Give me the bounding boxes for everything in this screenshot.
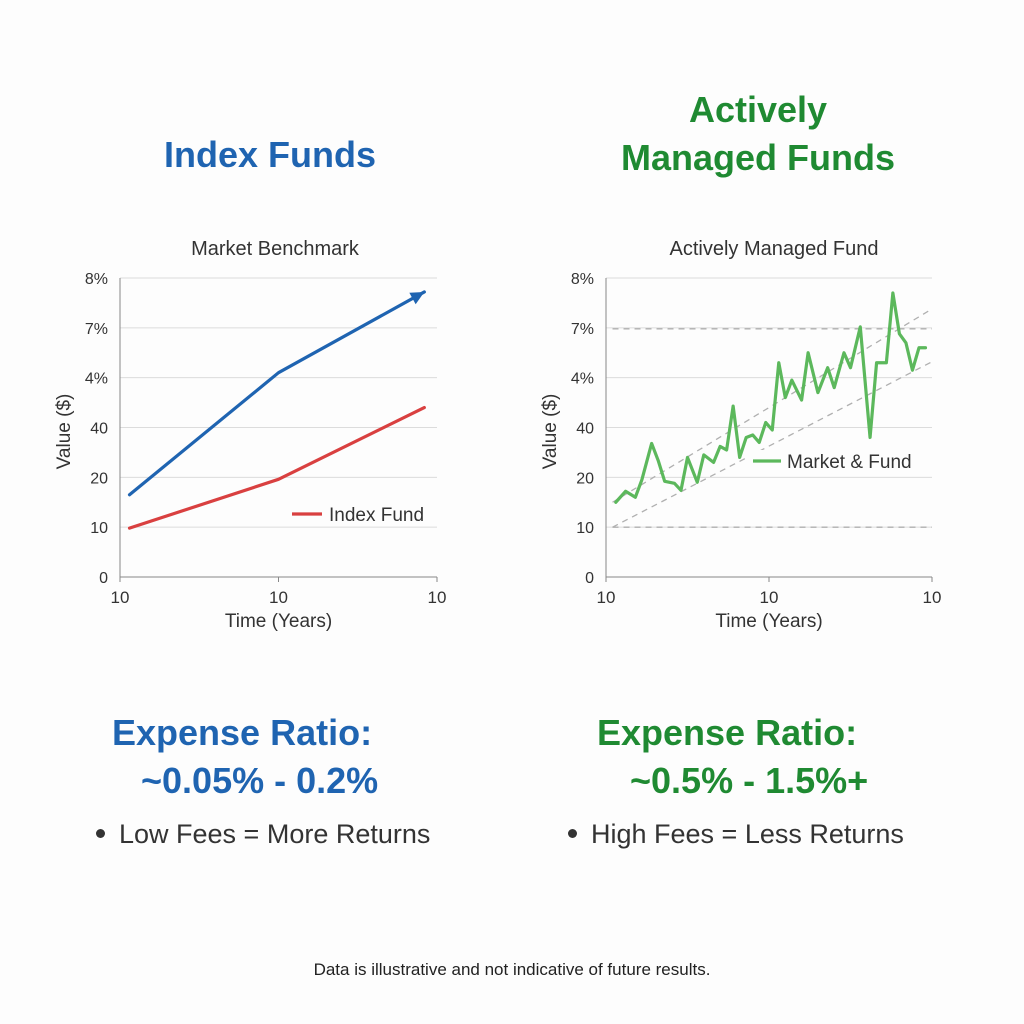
active-funds-heading-line2: Managed Funds xyxy=(620,137,895,178)
x-tick-label: 10 xyxy=(428,588,447,607)
y-tick-label: 4% xyxy=(85,371,108,388)
y-tick-label: 20 xyxy=(90,470,108,487)
active-funds-heading-line1: Actively xyxy=(688,89,828,130)
index-expense-ratio-title: Expense Ratio: xyxy=(112,712,373,753)
y-tick-label: 0 xyxy=(585,570,594,587)
y-tick-label: 7% xyxy=(571,321,594,338)
x-tick-label: 10 xyxy=(111,588,130,607)
bullet-dot-icon xyxy=(96,829,105,839)
right-chart-title: Actively Managed Fund xyxy=(669,238,879,260)
y-tick-label: 10 xyxy=(90,520,108,537)
y-tick-label: 8% xyxy=(571,271,594,288)
arrow-head-icon xyxy=(409,291,425,305)
y-tick-label: 4% xyxy=(571,371,594,388)
y-tick-label: 10 xyxy=(576,520,594,537)
series-line xyxy=(127,405,426,530)
y-tick-label: 0 xyxy=(99,570,108,587)
x-tick-label: 10 xyxy=(760,588,779,607)
y-tick-label: 40 xyxy=(576,421,594,438)
active-bullet: High Fees = Less Returns xyxy=(568,819,904,850)
x-tick-label: 10 xyxy=(923,588,942,607)
bullet-dot-icon xyxy=(568,829,577,839)
active-funds-heading: Actively Managed Funds xyxy=(508,86,1008,182)
active-expense-ratio-range: ~0.5% - 1.5%+ xyxy=(630,760,869,801)
x-axis-label: Time (Years) xyxy=(225,611,332,632)
index-bullet-text: Low Fees = More Returns xyxy=(119,819,431,849)
y-tick-label: 8% xyxy=(85,271,108,288)
left-chart-title: Market Benchmark xyxy=(191,238,359,260)
index-bullet: Low Fees = More Returns xyxy=(96,819,430,850)
series-line xyxy=(127,290,426,497)
legend-label: Index Fund xyxy=(329,505,424,526)
index-expense-ratio-range: ~0.05% - 0.2% xyxy=(141,760,379,801)
disclaimer-footer: Data is illustrative and not indicative … xyxy=(313,960,711,979)
y-tick-label: 40 xyxy=(90,421,108,438)
y-axis-label: Value ($) xyxy=(54,394,75,470)
x-tick-label: 10 xyxy=(269,588,288,607)
x-tick-label: 10 xyxy=(597,588,616,607)
legend-label: Market & Fund xyxy=(787,452,912,473)
y-axis-label: Value ($) xyxy=(540,394,561,470)
active-bullet-text: High Fees = Less Returns xyxy=(591,819,904,849)
index-funds-heading: Index Funds xyxy=(163,134,376,175)
x-axis-label: Time (Years) xyxy=(715,611,822,632)
active-expense-ratio-title: Expense Ratio: xyxy=(597,712,858,753)
reference-line xyxy=(612,361,933,528)
y-tick-label: 20 xyxy=(576,470,594,487)
series-line xyxy=(614,291,928,504)
y-tick-label: 7% xyxy=(85,321,108,338)
reference-line xyxy=(612,308,933,503)
